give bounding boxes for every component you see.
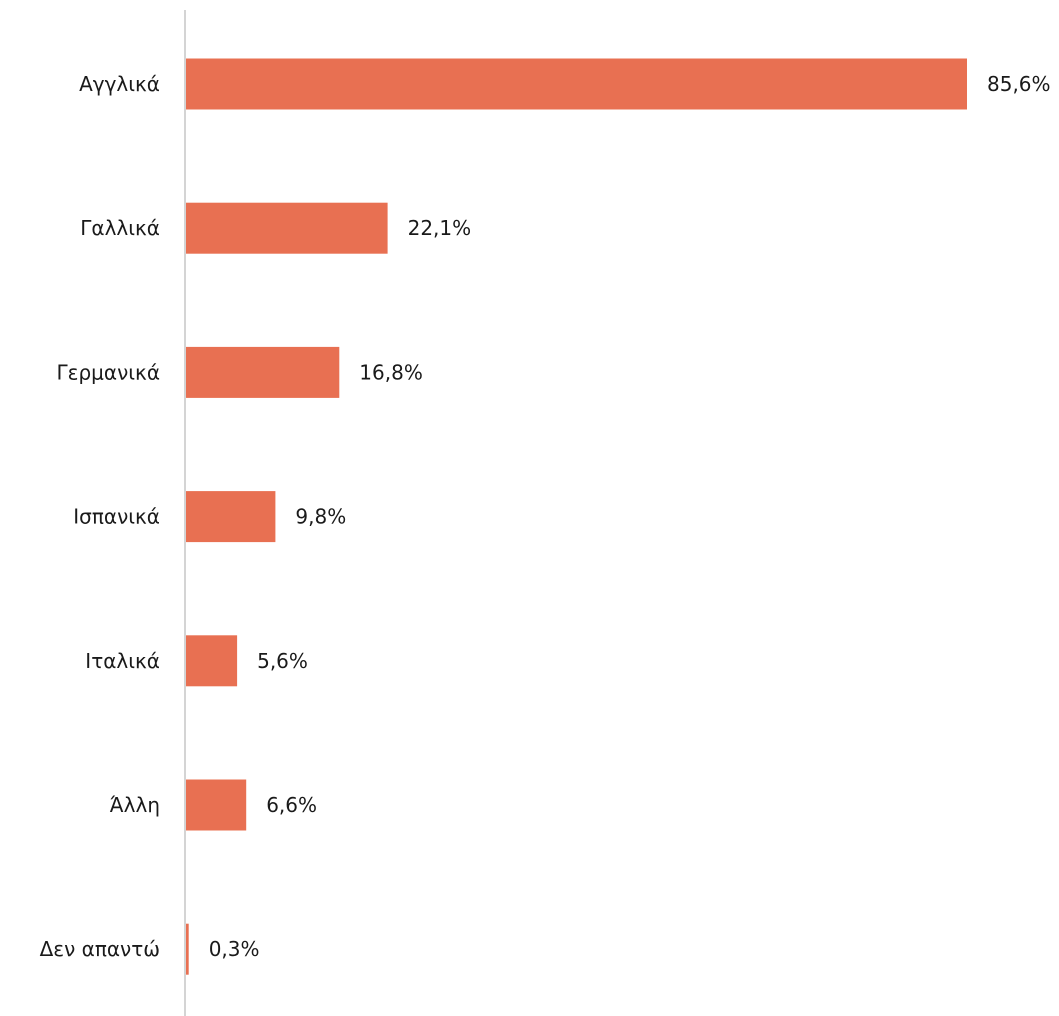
bar-5 (186, 779, 247, 831)
category-label-1: Γαλλικά (80, 216, 160, 240)
bars-layer (186, 58, 967, 975)
category-label-2: Γερμανικά (57, 360, 160, 384)
bar-6 (186, 923, 189, 975)
bar-0 (186, 58, 967, 110)
value-label-6: 0,3% (209, 937, 260, 961)
bar-3 (186, 491, 276, 543)
bar-1 (186, 202, 388, 254)
value-label-3: 9,8% (295, 505, 346, 529)
value-label-5: 6,6% (266, 793, 317, 817)
value-label-0: 85,6% (987, 72, 1051, 96)
bar-2 (186, 346, 340, 398)
category-label-5: Άλλη (110, 793, 160, 817)
category-label-4: Ιταλικά (85, 649, 160, 673)
bar-4 (186, 635, 238, 687)
value-label-2: 16,8% (359, 360, 423, 384)
value-label-4: 5,6% (257, 649, 308, 673)
labels-layer: Αγγλικά 85,6% Γαλλικά 22,1% Γερμανικά 16,8% Ισ… (40, 72, 1051, 961)
category-label-6: Δεν απαντώ (40, 937, 160, 961)
value-label-1: 22,1% (408, 216, 472, 240)
category-label-0: Αγγλικά (79, 72, 160, 96)
category-label-3: Ισπανικά (73, 505, 160, 529)
